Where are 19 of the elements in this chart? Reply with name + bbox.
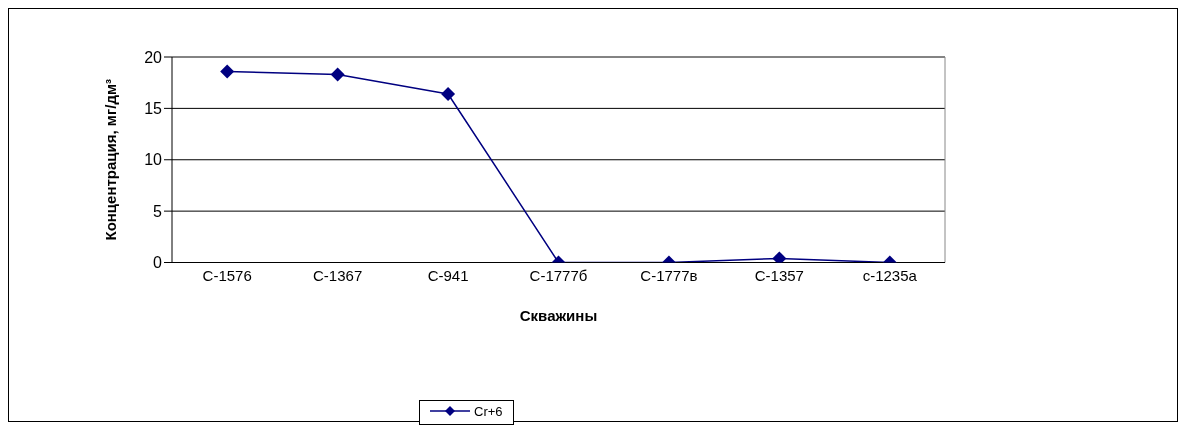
x-tick-label: С-941 [427,267,469,285]
x-tick-label: с-1235а [862,267,918,285]
y-tick-label: 0 [153,254,163,272]
y-tick-label: 5 [153,202,163,220]
legend-label: Cr+6 [473,403,503,419]
x-axis-title: Скважины [519,306,598,324]
point [330,67,345,82]
y-axis-title: Концентрация, мг/дм³ [102,78,119,241]
x-tick-label: С-1777в [640,267,698,285]
y-tick-label: 15 [144,100,163,118]
y-tick-label: 20 [144,48,163,66]
point [441,86,456,101]
point [772,251,787,263]
x-tick-label: С-1576 [202,267,252,285]
x-tick-label: С-1777б [529,267,588,285]
point [220,64,235,79]
x-tick-label: С-1367 [313,267,363,285]
y-tick-label: 10 [144,151,163,169]
x-tick-label: С-1357 [754,267,804,285]
